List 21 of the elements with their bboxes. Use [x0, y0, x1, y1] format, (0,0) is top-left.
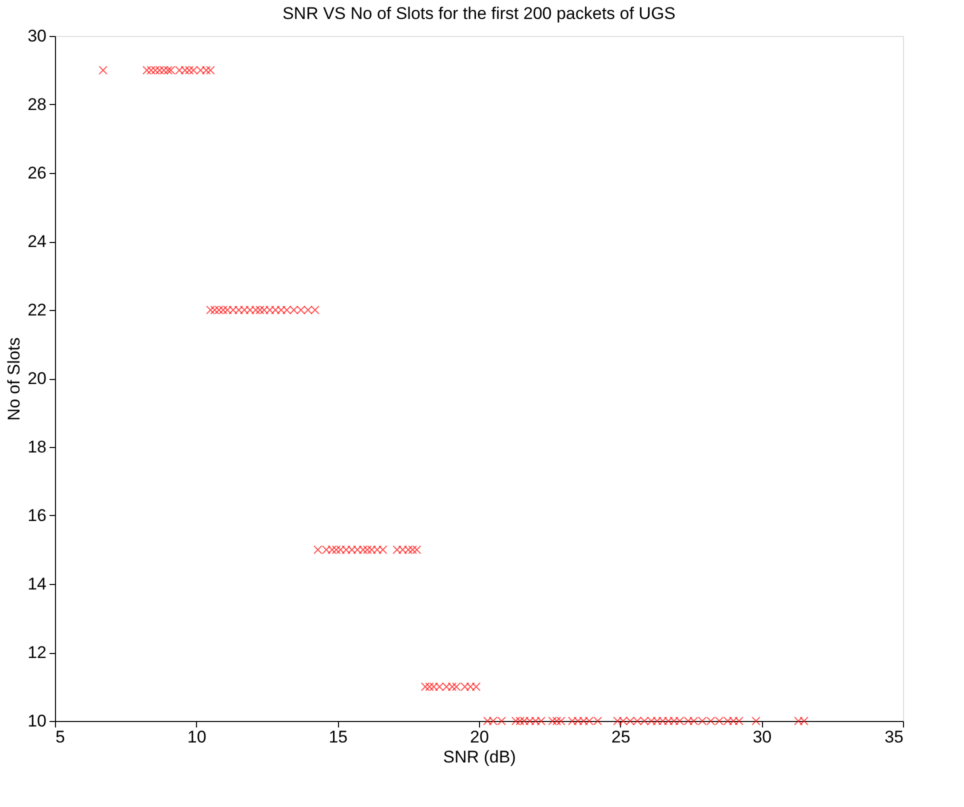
y-tick-label: 30: [28, 26, 46, 46]
x-tick-label: 5: [56, 728, 65, 746]
y-tick-label: 16: [28, 506, 46, 525]
y-tick-label: 26: [28, 164, 46, 182]
x-tick-label: 35: [884, 728, 904, 746]
chart-title: SNR VS No of Slots for the first 200 packets of UGS: [282, 4, 676, 23]
y-tick-label: 10: [28, 712, 46, 730]
y-tick-label: 14: [28, 574, 46, 594]
y-axis-title: No of Slots: [4, 337, 24, 421]
y-tick-label: 18: [28, 438, 46, 456]
x-axis-title: SNR (dB): [443, 748, 516, 766]
x-tick-label: 20: [470, 728, 489, 746]
y-tick-label: 12: [28, 643, 46, 662]
y-tick-label: 20: [28, 369, 46, 388]
y-tick-label: 28: [28, 95, 46, 114]
y-tick-label: 24: [28, 232, 46, 251]
x-tick-label: 10: [187, 728, 206, 746]
x-tick-label: 15: [328, 728, 348, 746]
y-tick-label: 22: [28, 300, 46, 320]
x-tick-label: 30: [752, 728, 772, 746]
x-tick-label: 25: [611, 728, 630, 746]
